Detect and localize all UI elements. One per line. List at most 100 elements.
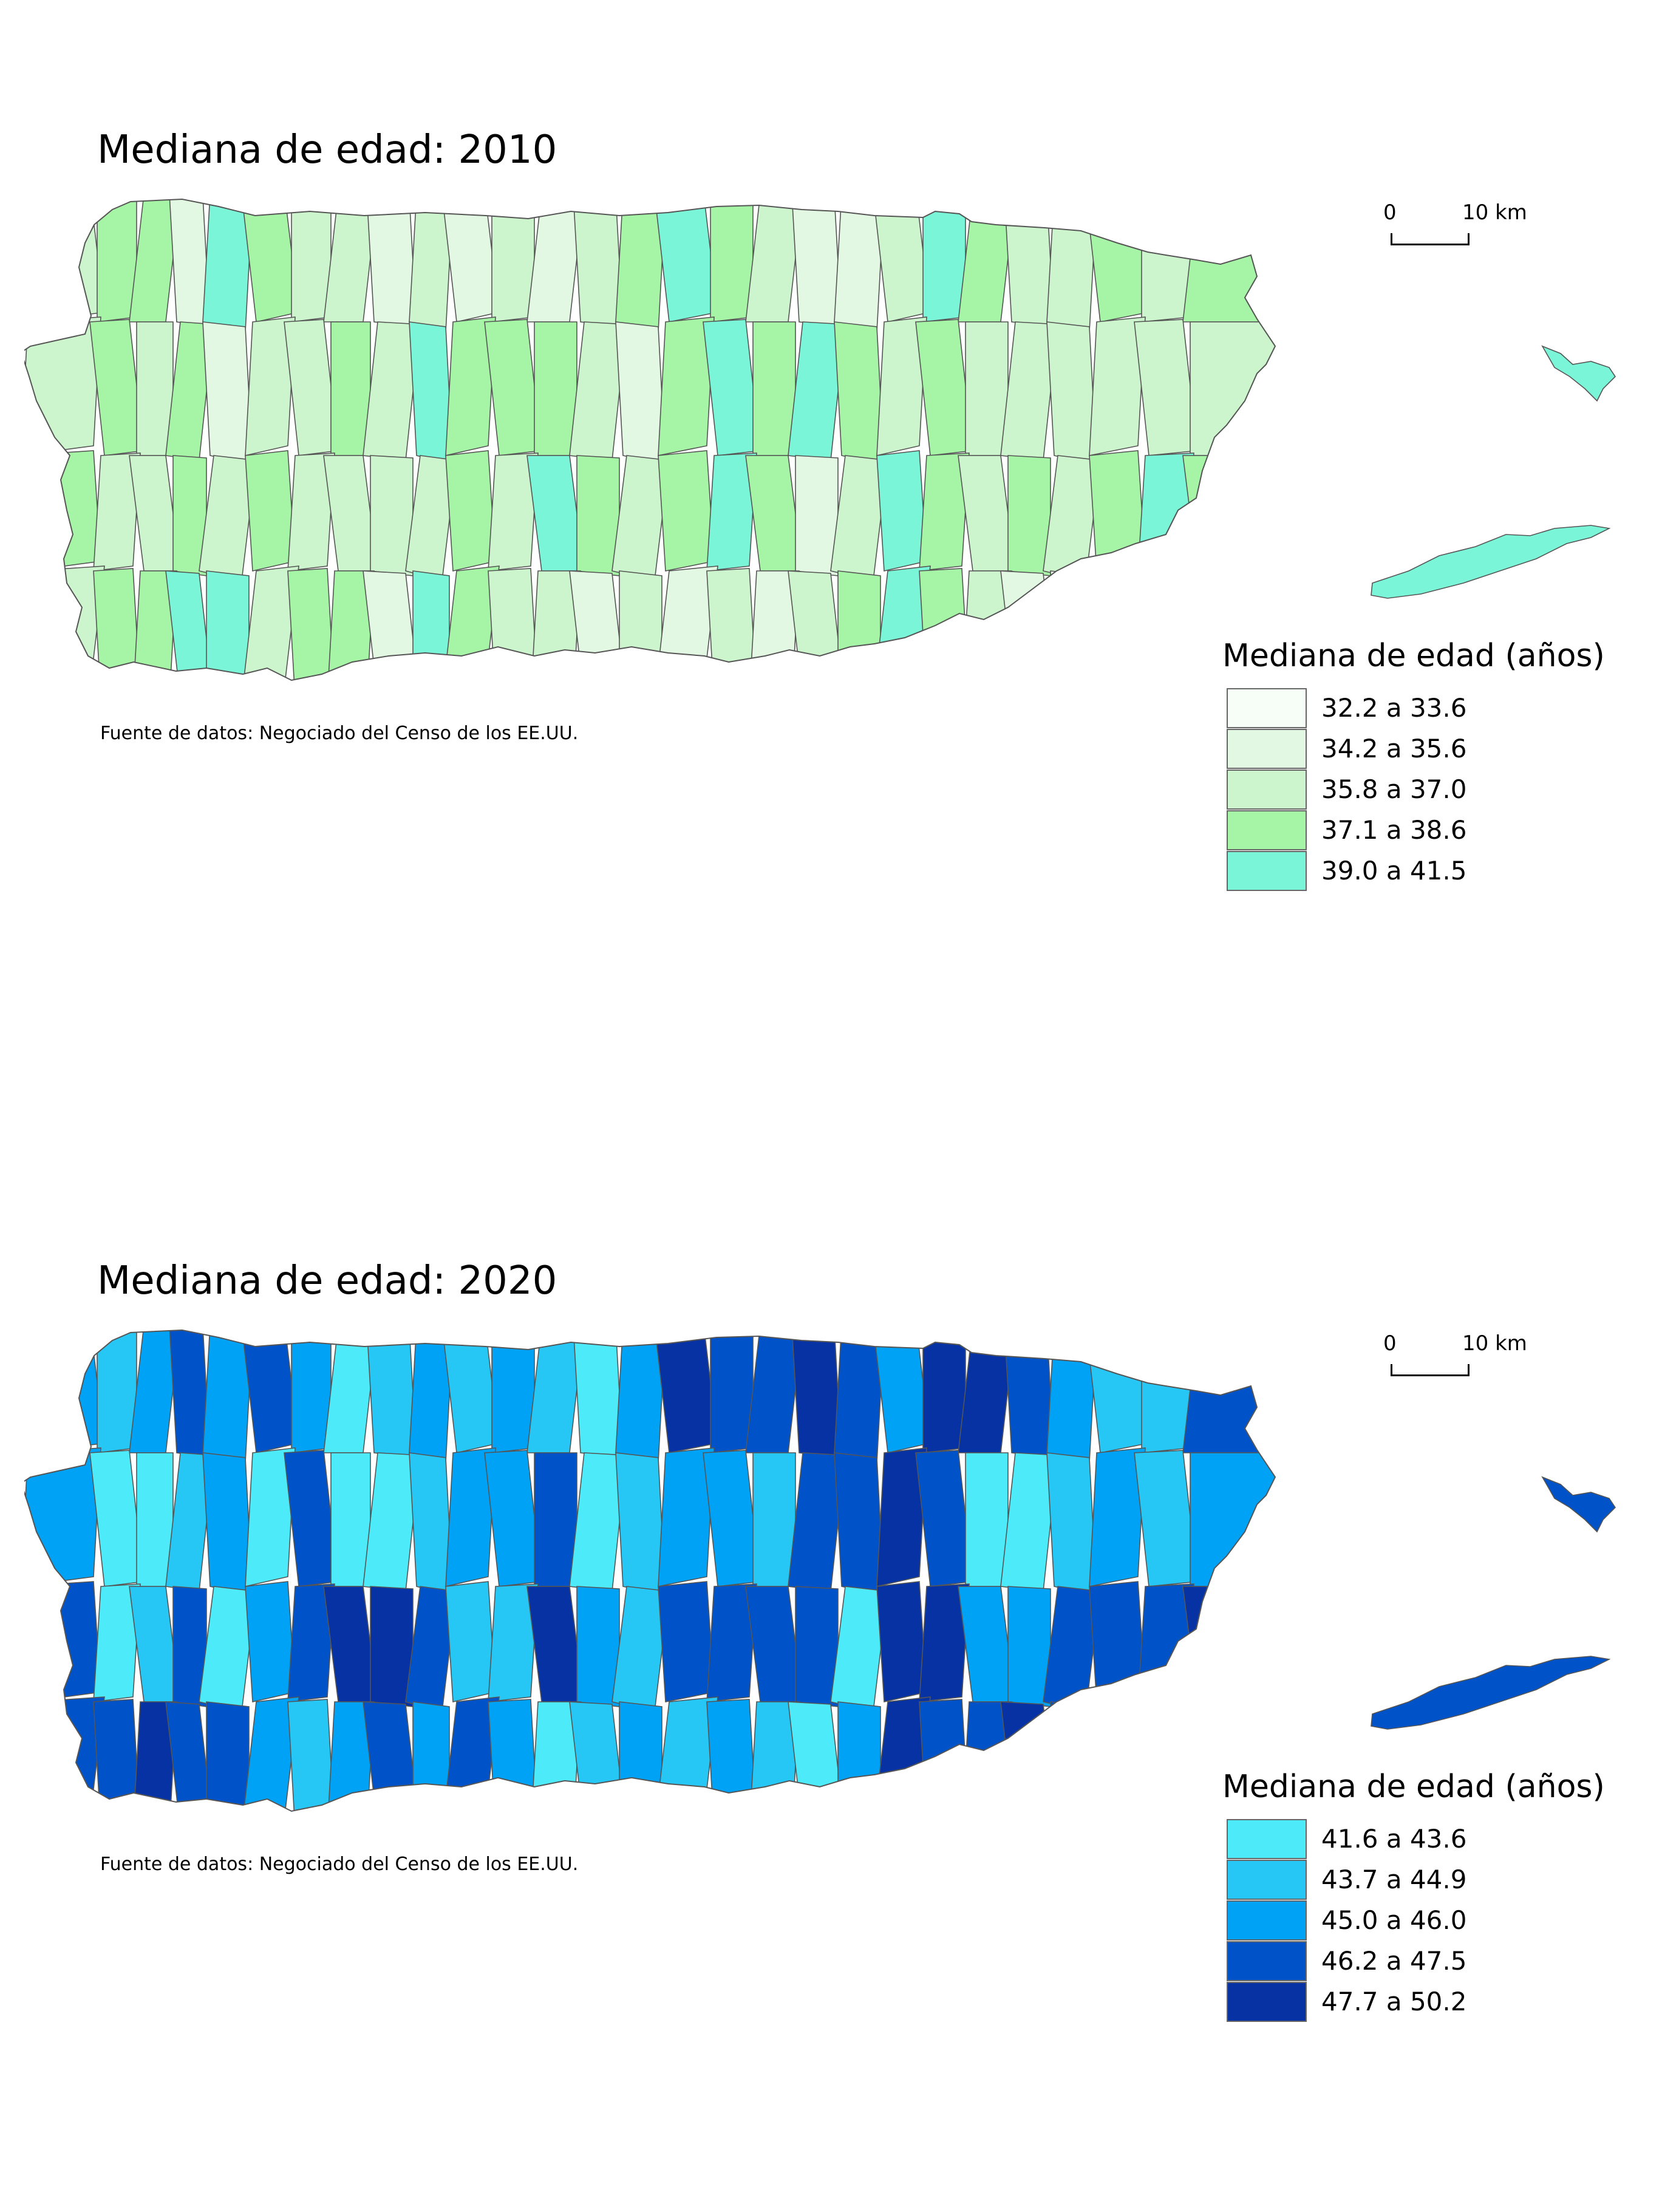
municipality-region bbox=[834, 199, 885, 332]
municipality-region bbox=[241, 1696, 299, 1811]
municipality-region bbox=[876, 450, 927, 572]
legend-swatch bbox=[1227, 688, 1307, 728]
municipality-region bbox=[834, 1452, 885, 1597]
legend-item: 43.7 a 44.9 bbox=[1222, 1859, 1605, 1900]
scale-bar-line bbox=[1391, 1364, 1470, 1376]
municipality-region bbox=[958, 1586, 1016, 1702]
scale-distance-label: 10 km bbox=[1462, 1331, 1527, 1356]
municipality-region bbox=[834, 1330, 885, 1463]
choropleth-map bbox=[24, 198, 1616, 681]
municipality-region bbox=[206, 1701, 250, 1811]
legend-item: 39.0 a 41.5 bbox=[1222, 850, 1605, 891]
municipality-region bbox=[206, 570, 250, 680]
legend-title: Mediana de edad (años) bbox=[1222, 638, 1605, 674]
legend-swatch bbox=[1227, 850, 1307, 891]
municipality-region bbox=[919, 1583, 970, 1702]
legend-label: 34.2 a 35.6 bbox=[1321, 734, 1467, 763]
municipality-region bbox=[291, 1330, 332, 1453]
municipality-region bbox=[1004, 1330, 1055, 1458]
legend-swatch bbox=[1227, 1900, 1307, 1941]
municipality-region bbox=[287, 1699, 335, 1811]
municipality-region bbox=[1089, 316, 1146, 456]
municipality-region bbox=[745, 455, 803, 572]
municipality-region bbox=[484, 319, 542, 456]
data-source-note: Fuente de datos: Negociado del Censo de … bbox=[100, 723, 579, 744]
municipality-region bbox=[1182, 1586, 1275, 1702]
municipality-region bbox=[965, 1452, 1009, 1587]
municipality-region bbox=[958, 199, 1016, 323]
legend-label: 43.7 a 44.9 bbox=[1321, 1865, 1467, 1894]
municipality-region bbox=[788, 570, 846, 680]
municipality-region bbox=[791, 199, 842, 327]
municipality-region bbox=[658, 450, 715, 572]
municipality-region bbox=[791, 1330, 842, 1458]
municipality-region bbox=[919, 452, 970, 572]
municipality-region bbox=[488, 452, 539, 572]
municipality-region bbox=[919, 1699, 970, 1811]
municipality-region bbox=[24, 1330, 105, 1453]
legend-item: 45.0 a 46.0 bbox=[1222, 1900, 1605, 1941]
legend-title: Mediana de edad (años) bbox=[1222, 1769, 1605, 1805]
municipality-region bbox=[488, 1583, 539, 1702]
municipality-region bbox=[24, 565, 105, 680]
municipality-region bbox=[752, 321, 796, 456]
scale-bar-line bbox=[1391, 233, 1470, 245]
municipality-region bbox=[873, 199, 931, 323]
municipality-region bbox=[412, 570, 450, 680]
municipality-region bbox=[284, 319, 339, 456]
municipality-region bbox=[834, 321, 885, 466]
municipality-region bbox=[1089, 1581, 1146, 1702]
municipality-region bbox=[330, 321, 371, 456]
municipality-region bbox=[569, 570, 627, 680]
legend-swatch bbox=[1227, 1981, 1307, 2022]
municipality-region bbox=[710, 1330, 754, 1453]
municipality-region bbox=[412, 1701, 450, 1811]
municipality-region bbox=[1007, 1586, 1051, 1707]
legend-swatch bbox=[1227, 1818, 1307, 1859]
municipality-region bbox=[526, 1586, 585, 1702]
municipality-region bbox=[89, 319, 145, 456]
municipality-region bbox=[534, 321, 577, 456]
vieques-island bbox=[1371, 525, 1611, 599]
culebra-island bbox=[1541, 345, 1616, 402]
municipality-region bbox=[658, 316, 715, 456]
legend-label: 35.8 a 37.0 bbox=[1321, 774, 1467, 804]
municipality-region bbox=[745, 1586, 803, 1702]
legend-label: 41.6 a 43.6 bbox=[1321, 1824, 1467, 1854]
island-outline bbox=[24, 198, 1276, 681]
island-outline bbox=[24, 1329, 1276, 1812]
legend-item: 32.2 a 33.6 bbox=[1222, 688, 1605, 728]
municipality-region bbox=[1089, 1447, 1146, 1587]
municipality-region bbox=[706, 452, 757, 572]
municipality-region bbox=[445, 1447, 496, 1588]
municipality-region bbox=[706, 1583, 757, 1702]
legend-item: 35.8 a 37.0 bbox=[1222, 769, 1605, 810]
municipality-region bbox=[24, 199, 105, 323]
municipality-region bbox=[363, 1701, 421, 1811]
choropleth-map bbox=[24, 1329, 1616, 1812]
municipality-region bbox=[491, 199, 535, 323]
map-title: Mediana de edad: 2020 bbox=[97, 1258, 557, 1303]
municipality-region bbox=[873, 1330, 931, 1453]
municipality-region bbox=[534, 1452, 577, 1587]
legend-label: 32.2 a 33.6 bbox=[1321, 693, 1467, 723]
municipality-region bbox=[330, 1452, 371, 1587]
municipality-region bbox=[876, 316, 927, 457]
municipality-region bbox=[1182, 455, 1275, 572]
municipality-region bbox=[97, 1330, 137, 1453]
scale-distance-label: 10 km bbox=[1462, 200, 1527, 225]
municipality-region bbox=[1134, 319, 1198, 456]
municipality-region bbox=[1046, 1330, 1097, 1463]
municipality-region bbox=[245, 1581, 296, 1702]
municipality-region bbox=[287, 568, 335, 680]
municipality-region bbox=[287, 1583, 335, 1702]
municipality-region bbox=[837, 570, 881, 680]
municipality-region bbox=[1004, 199, 1055, 327]
municipality-region bbox=[245, 316, 296, 457]
municipality-region bbox=[654, 1330, 718, 1453]
municipality-region bbox=[1046, 199, 1097, 332]
legend-swatch bbox=[1227, 769, 1307, 810]
municipality-region bbox=[569, 1701, 627, 1811]
municipality-region bbox=[1085, 1330, 1149, 1453]
municipality-region bbox=[788, 1701, 846, 1811]
